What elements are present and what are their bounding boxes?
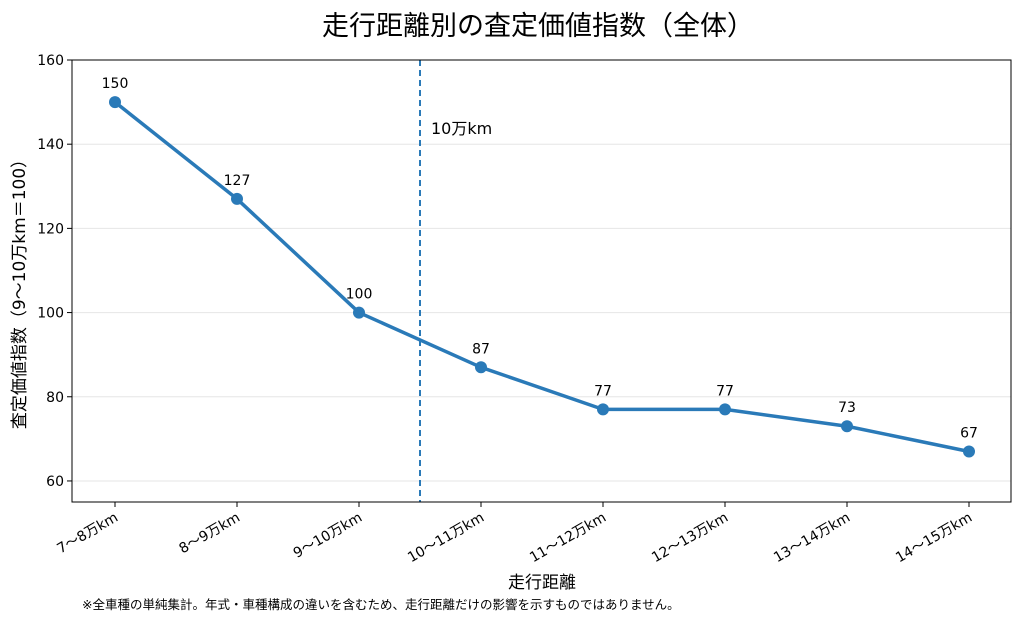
data-point [475,361,487,374]
chart-title: 走行距離別の査定価値指数（全体） [322,11,754,42]
plot-frame [71,59,1012,503]
data-label: 100 [346,287,373,303]
data-point [109,96,121,109]
y-tick-label: 120 [37,221,64,237]
data-point [963,445,975,458]
x-tick-label: 10〜11万km [405,510,487,567]
x-tick-label: 12〜13万km [649,510,731,567]
data-label: 127 [224,173,251,189]
data-point [841,420,853,433]
series-line [109,96,975,458]
data-point [231,192,243,205]
y-tick-label: 60 [46,474,64,490]
reference-line-label: 10万km [431,119,492,138]
data-label: 150 [102,76,129,92]
x-tick-label: 8〜9万km [176,510,243,558]
x-axis: 7〜8万km 8〜9万km 9〜10万km 10〜11万km 11〜12万km 12〜13… [54,502,975,566]
data-label: 73 [838,400,856,416]
x-tick-label: 7〜8万km [54,510,121,558]
y-axis-label: 査定価値指数（9〜10万km＝100） [10,151,30,429]
y-tick-label: 140 [37,137,64,153]
x-axis-label: 走行距離 [508,573,576,593]
grid [72,59,1011,482]
data-label: 67 [960,425,978,441]
footnote: ※全車種の単純集計。年式・車種構成の違いを含むため、走行距離だけの影響を示すもの… [82,597,680,612]
y-tick-label: 160 [37,53,64,69]
data-label: 87 [472,341,490,357]
data-point [353,306,365,319]
data-labels: 150 127 100 87 77 77 73 67 [102,76,978,441]
data-label: 77 [716,383,734,399]
x-tick-label: 11〜12万km [527,510,609,567]
data-point [597,403,609,416]
series-polyline [113,100,970,454]
x-tick-label: 14〜15万km [893,510,975,567]
y-tick-label: 80 [46,390,64,406]
y-tick-label: 100 [37,306,64,322]
y-axis: 60 80 100 120 140 160 [37,53,72,490]
x-tick-label: 9〜10万km [291,510,365,562]
x-tick-label: 13〜14万km [771,510,853,567]
data-label: 77 [594,383,612,399]
data-point [719,403,731,416]
